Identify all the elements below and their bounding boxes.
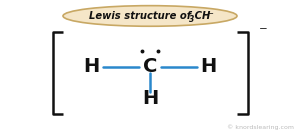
Text: © knordslearing.com: © knordslearing.com [227,125,294,130]
Text: 3: 3 [189,15,195,24]
Ellipse shape [63,6,237,26]
Text: H: H [83,57,100,76]
Text: H: H [142,89,158,108]
Text: −: − [259,24,267,34]
Text: C: C [143,57,157,76]
Text: H: H [200,57,217,76]
Text: Lewis structure of CH: Lewis structure of CH [89,11,211,21]
Text: −: − [206,9,213,18]
